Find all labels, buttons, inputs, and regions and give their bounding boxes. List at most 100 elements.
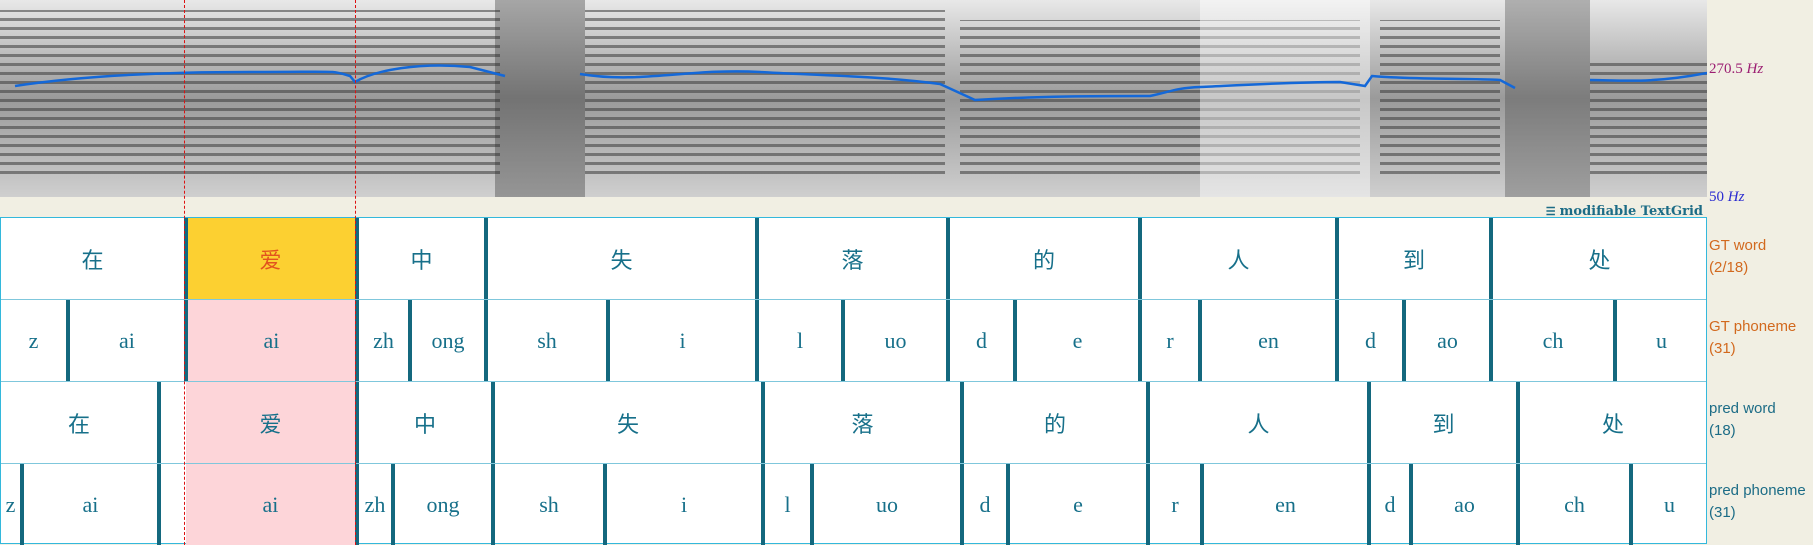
spectrogram[interactable] [0,0,1707,197]
gt-phoneme-interval[interactable]: zh [359,300,408,381]
boundary[interactable] [1516,382,1520,463]
boundary[interactable] [157,464,161,545]
boundary[interactable] [1335,218,1339,299]
gt-phoneme-interval[interactable]: l [759,300,841,381]
boundary[interactable] [1146,382,1150,463]
boundary[interactable] [841,300,845,381]
boundary[interactable] [960,464,964,545]
boundary[interactable] [603,464,607,545]
pred-phoneme-interval-highlighted[interactable]: ai [186,464,355,545]
gt-word-interval[interactable]: 落 [759,218,946,299]
pred-phoneme-interval[interactable]: uo [814,464,960,545]
boundary[interactable] [810,464,814,545]
gt-phoneme-interval[interactable]: ong [412,300,484,381]
pred-phoneme-interval[interactable]: sh [495,464,603,545]
textgrid-panel[interactable]: 在 爱 中 失 落 的 人 到 处 z ai ai zh ong sh i l … [0,217,1707,544]
pred-word-interval[interactable]: 到 [1371,382,1516,463]
gt-phoneme-interval[interactable]: uo [845,300,946,381]
gt-word-interval[interactable]: 失 [488,218,755,299]
boundary[interactable] [946,218,950,299]
boundary[interactable] [391,464,395,545]
pred-phoneme-interval[interactable]: zh [359,464,391,545]
boundary[interactable] [755,300,759,381]
boundary[interactable] [66,300,70,381]
tier-gt-word[interactable]: 在 爱 中 失 落 的 人 到 处 [1,218,1706,300]
gt-phoneme-interval[interactable]: i [610,300,755,381]
boundary[interactable] [1367,464,1371,545]
boundary[interactable] [960,382,964,463]
boundary[interactable] [1489,300,1493,381]
selection-start-cursor[interactable] [184,0,185,545]
boundary[interactable] [157,382,161,463]
gt-phoneme-interval[interactable]: u [1617,300,1706,381]
pred-word-interval[interactable]: 失 [495,382,761,463]
boundary[interactable] [491,382,495,463]
boundary[interactable] [484,218,488,299]
gt-word-interval[interactable]: 处 [1493,218,1706,299]
pred-phoneme-interval[interactable]: z [1,464,20,545]
boundary[interactable] [484,300,488,381]
gt-phoneme-interval[interactable]: en [1202,300,1335,381]
gt-phoneme-interval[interactable]: ch [1493,300,1613,381]
boundary[interactable] [1138,218,1142,299]
boundary[interactable] [491,464,495,545]
pred-phoneme-interval[interactable]: u [1633,464,1706,545]
pred-word-interval[interactable]: 中 [359,382,491,463]
pred-phoneme-interval[interactable]: d [964,464,1006,545]
pred-phoneme-interval[interactable]: ch [1520,464,1629,545]
boundary[interactable] [1146,464,1150,545]
pred-phoneme-interval[interactable]: ao [1413,464,1516,545]
boundary[interactable] [761,382,765,463]
gt-word-interval[interactable]: 人 [1142,218,1335,299]
gt-phoneme-interval[interactable]: d [950,300,1013,381]
gt-word-interval-selected[interactable]: 爱 [186,218,355,299]
pred-phoneme-interval[interactable]: e [1010,464,1146,545]
boundary[interactable] [1200,464,1204,545]
boundary[interactable] [1335,300,1339,381]
gt-phoneme-interval[interactable]: ai [70,300,184,381]
pred-phoneme-interval[interactable]: ong [395,464,491,545]
selection-end-cursor[interactable] [355,0,356,545]
boundary[interactable] [606,300,610,381]
boundary[interactable] [408,300,412,381]
pred-word-interval-highlighted[interactable]: 爱 [186,382,355,463]
pred-word-interval[interactable]: 在 [1,382,157,463]
gt-word-interval[interactable]: 中 [359,218,484,299]
pred-phoneme-interval[interactable]: i [607,464,761,545]
pred-phoneme-interval[interactable]: en [1204,464,1367,545]
boundary[interactable] [1138,300,1142,381]
gt-phoneme-interval-highlighted[interactable]: ai [188,300,355,381]
pred-phoneme-interval[interactable]: l [765,464,810,545]
boundary[interactable] [761,464,765,545]
gt-phoneme-interval[interactable]: z [1,300,66,381]
pred-phoneme-interval[interactable]: d [1371,464,1409,545]
tier-gt-phoneme[interactable]: z ai ai zh ong sh i l uo d e r en d ao c… [1,300,1706,382]
boundary[interactable] [1402,300,1406,381]
gt-word-interval[interactable]: 的 [950,218,1138,299]
gt-phoneme-interval[interactable]: sh [488,300,606,381]
pred-word-interval[interactable]: 处 [1520,382,1706,463]
gt-word-interval[interactable]: 到 [1339,218,1489,299]
tier-pred-phoneme[interactable]: z ai ai zh ong sh i l uo d e r en d ao ch u [1,464,1706,545]
pred-phoneme-interval[interactable]: ai [24,464,157,545]
pred-word-interval[interactable]: 的 [964,382,1146,463]
boundary[interactable] [1409,464,1413,545]
gt-phoneme-interval[interactable]: e [1017,300,1138,381]
gt-phoneme-interval[interactable]: r [1142,300,1198,381]
boundary[interactable] [1613,300,1617,381]
pred-phoneme-interval[interactable]: r [1150,464,1200,545]
pred-word-interval[interactable]: 落 [765,382,960,463]
boundary[interactable] [755,218,759,299]
boundary[interactable] [946,300,950,381]
tier-pred-word[interactable]: 在 爱 中 失 落 的 人 到 处 [1,382,1706,464]
boundary[interactable] [1516,464,1520,545]
boundary[interactable] [1629,464,1633,545]
gt-phoneme-interval[interactable]: d [1339,300,1402,381]
boundary[interactable] [20,464,24,545]
pred-word-interval[interactable]: 人 [1150,382,1367,463]
boundary[interactable] [1013,300,1017,381]
gt-phoneme-interval[interactable]: ao [1406,300,1489,381]
boundary[interactable] [1198,300,1202,381]
boundary[interactable] [1006,464,1010,545]
boundary[interactable] [1489,218,1493,299]
